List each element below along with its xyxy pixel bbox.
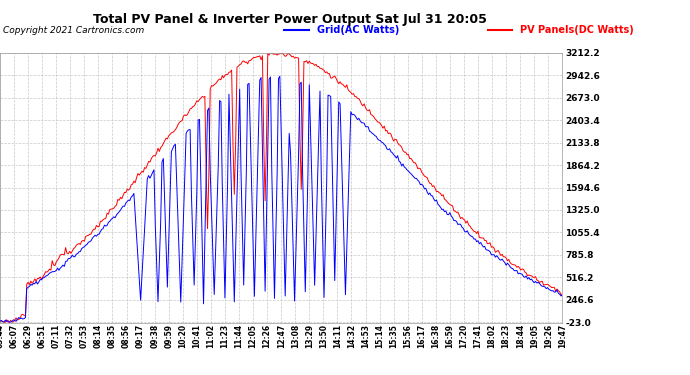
Text: Copyright 2021 Cartronics.com: Copyright 2021 Cartronics.com bbox=[3, 26, 145, 35]
Text: PV Panels(DC Watts): PV Panels(DC Watts) bbox=[520, 25, 634, 35]
Text: Total PV Panel & Inverter Power Output Sat Jul 31 20:05: Total PV Panel & Inverter Power Output S… bbox=[93, 13, 486, 26]
Text: Grid(AC Watts): Grid(AC Watts) bbox=[317, 25, 399, 35]
